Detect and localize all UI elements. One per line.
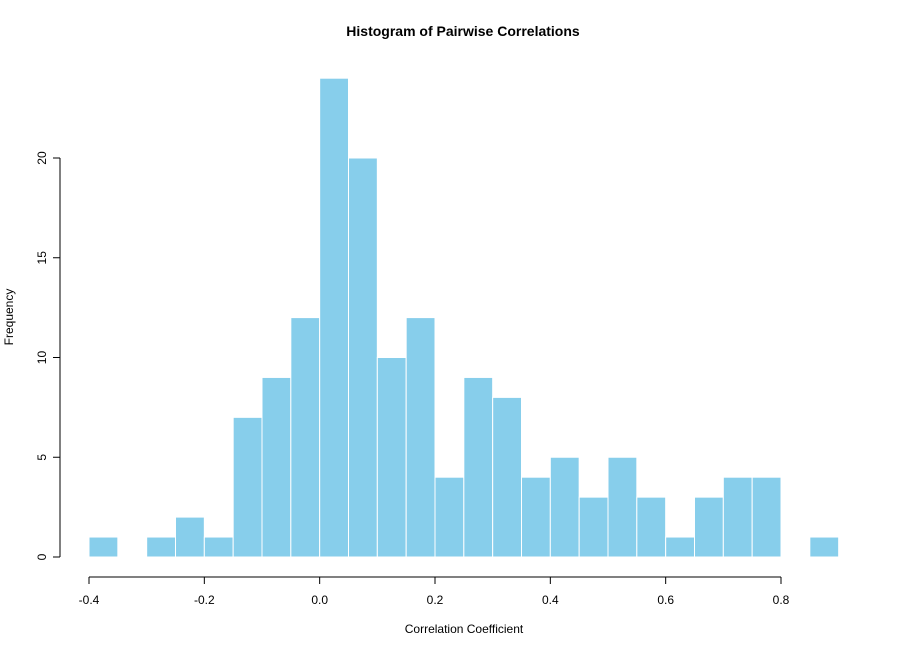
y-tick-label: 15 [35, 251, 49, 265]
histogram-bar [521, 476, 551, 558]
histogram-bar [665, 536, 695, 558]
histogram-bar [146, 536, 176, 558]
y-tick-label: 20 [35, 151, 49, 165]
histogram-bar [376, 357, 407, 558]
histogram-bar [348, 157, 378, 558]
histogram-bar [434, 476, 465, 558]
histogram-bar [492, 396, 523, 558]
histogram-bar [261, 376, 292, 558]
x-axis-title: Correlation Coefficient [405, 622, 524, 636]
x-tick-label: -0.4 [79, 593, 100, 607]
histogram-bar [203, 536, 234, 558]
histogram-bar [405, 317, 436, 558]
histogram-bar [751, 476, 782, 558]
x-axis: -0.4 -0.2 0.0 0.2 0.4 0.6 0.8 [79, 576, 790, 607]
y-axis: 0 5 10 15 20 [35, 151, 61, 560]
histogram-bar [722, 476, 753, 558]
histogram-bar [549, 456, 580, 558]
histogram-bar [290, 317, 321, 558]
histogram-bar [809, 536, 840, 558]
histogram-bar [88, 536, 119, 558]
histogram-bar [232, 416, 263, 558]
chart-title: Histogram of Pairwise Correlations [346, 23, 580, 39]
y-tick-label: 0 [35, 553, 49, 560]
histogram-bar [578, 496, 609, 558]
histogram-bar [607, 456, 638, 558]
y-tick-label: 5 [35, 454, 49, 461]
x-tick-label: 0.2 [427, 593, 444, 607]
x-tick-label: 0.0 [311, 593, 328, 607]
histogram-bar [636, 496, 667, 558]
x-tick-label: 0.8 [773, 593, 790, 607]
x-tick-label: -0.2 [194, 593, 215, 607]
histogram-bar [319, 77, 350, 558]
x-tick-label: 0.4 [542, 593, 559, 607]
bars-group [88, 77, 840, 558]
y-tick-label: 10 [35, 351, 49, 365]
y-axis-title: Frequency [2, 289, 16, 346]
histogram-bar [694, 496, 724, 558]
histogram-bar [175, 516, 205, 558]
histogram-bar [463, 376, 494, 558]
x-tick-label: 0.6 [657, 593, 674, 607]
